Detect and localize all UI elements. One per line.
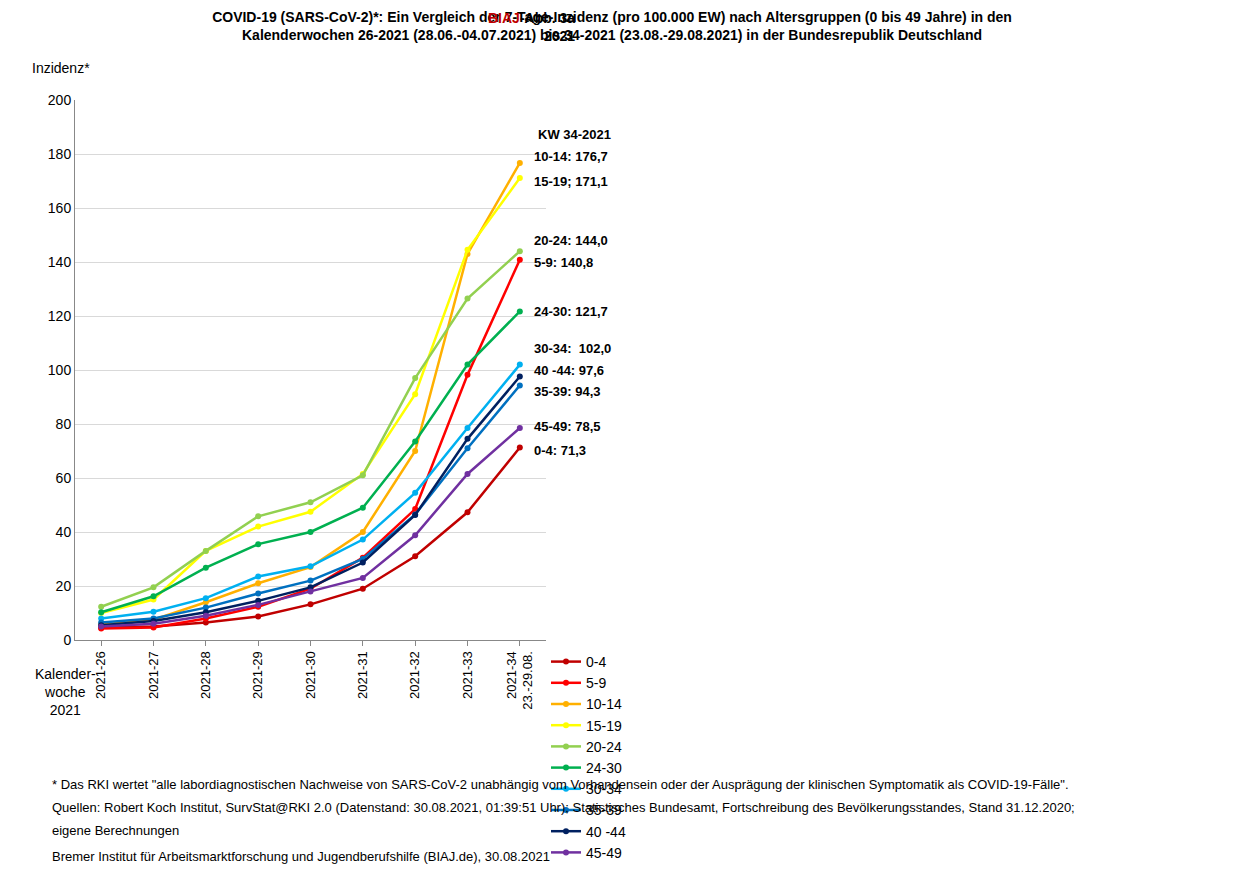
svg-text:2021-3423.-29.08.: 2021-3423.-29.08.: [504, 651, 536, 710]
svg-text:2021-26: 2021-26: [93, 651, 108, 699]
svg-text:eigene Berechnungen: eigene Berechnungen: [52, 823, 179, 838]
svg-text:180: 180: [48, 146, 72, 162]
svg-text:BIAJ-Abb. 3a2021: BIAJ-Abb. 3a2021: [488, 10, 575, 44]
svg-text:2021-29: 2021-29: [250, 651, 265, 699]
svg-text:10-14: 176,7: 10-14: 176,7: [534, 149, 608, 164]
svg-text:2021-31: 2021-31: [355, 651, 370, 699]
svg-text:15-19: 15-19: [586, 718, 622, 734]
svg-text:40 -44: 97,6: 40 -44: 97,6: [534, 363, 604, 378]
svg-text:0-4: 71,3: 0-4: 71,3: [534, 443, 586, 458]
svg-text:2021-33: 2021-33: [460, 651, 475, 699]
svg-text:0-4: 0-4: [586, 654, 606, 670]
svg-text:10-14: 10-14: [586, 696, 622, 712]
svg-text:KW 34-2021: KW 34-2021: [538, 127, 611, 142]
svg-text:* Das RKI wertet "alle labordi: * Das RKI wertet "alle labordiagnostisch…: [52, 777, 1069, 792]
svg-text:Kalender-woche2021: Kalender-woche2021: [35, 666, 96, 718]
svg-text:40: 40: [56, 524, 72, 540]
svg-text:20-24: 144,0: 20-24: 144,0: [534, 233, 608, 248]
svg-text:100: 100: [48, 362, 72, 378]
svg-text:2021-32: 2021-32: [407, 651, 422, 699]
svg-text:60: 60: [56, 470, 72, 486]
svg-text:160: 160: [48, 200, 72, 216]
svg-text:30-34: 102,0: 30-34: 102,0: [534, 341, 611, 356]
svg-text:200: 200: [48, 92, 72, 108]
svg-text:30-34: 30-34: [586, 781, 622, 797]
svg-text:2021-30: 2021-30: [303, 651, 318, 699]
svg-text:2021-27: 2021-27: [146, 651, 161, 699]
svg-text:20: 20: [56, 578, 72, 594]
svg-text:120: 120: [48, 308, 72, 324]
svg-text:140: 140: [48, 254, 72, 270]
svg-text:Bremer Institut für Arbeitsmar: Bremer Institut für Arbeitsmarktforschun…: [52, 849, 550, 864]
svg-text:COVID-19 (SARS-CoV-2)*: Ein Ve: COVID-19 (SARS-CoV-2)*: Ein Vergleich de…: [212, 9, 1012, 43]
svg-text:45-49: 45-49: [586, 845, 622, 861]
svg-text:5-9: 140,8: 5-9: 140,8: [534, 255, 593, 270]
svg-text:15-19; 171,1: 15-19; 171,1: [534, 174, 608, 189]
svg-text:20-24: 20-24: [586, 739, 622, 755]
svg-text:Inzidenz*: Inzidenz*: [32, 60, 90, 76]
svg-text:35-39: 94,3: 35-39: 94,3: [534, 384, 601, 399]
svg-text:2021-28: 2021-28: [198, 651, 213, 699]
svg-text:45-49: 78,5: 45-49: 78,5: [534, 419, 601, 434]
svg-text:24-30: 121,7: 24-30: 121,7: [534, 304, 608, 319]
svg-text:5-9: 5-9: [586, 675, 606, 691]
svg-text:Quellen: Robert Koch Institut,: Quellen: Robert Koch Institut, SurvStat@…: [52, 800, 1075, 815]
svg-text:0: 0: [63, 632, 71, 648]
svg-text:80: 80: [56, 416, 72, 432]
svg-text:35-39: 35-39: [586, 802, 622, 818]
svg-text:24-30: 24-30: [586, 760, 622, 776]
svg-text:40 -44: 40 -44: [586, 824, 626, 840]
